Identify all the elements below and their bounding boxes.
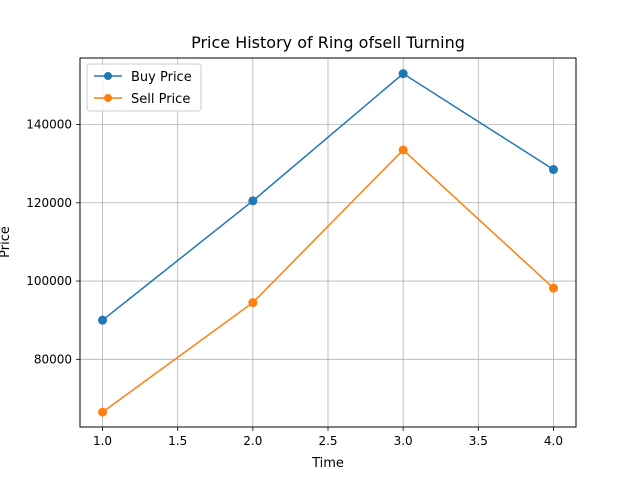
x-tick-label: 3.0 xyxy=(394,434,413,448)
y-axis-ticks: 80000 100000 120000 140000 xyxy=(26,118,80,366)
x-tick-label: 1.5 xyxy=(168,434,187,448)
x-tick-label: 3.5 xyxy=(469,434,488,448)
y-axis-label: Price xyxy=(0,226,13,258)
legend-label-sell-price: Sell Price xyxy=(131,92,190,107)
series-line-buy-price xyxy=(102,72,554,321)
data-point-buy-price xyxy=(398,69,408,79)
chart-title: Price History of Ring ofsell Turning xyxy=(191,33,465,52)
x-tick-label: 2.0 xyxy=(243,434,262,448)
legend-label-buy-price: Buy Price xyxy=(131,70,192,85)
data-point-sell-price xyxy=(98,407,108,417)
series-layer xyxy=(98,69,558,417)
legend-marker-buy-price xyxy=(104,72,112,80)
legend-entry-sell-price: Sell Price xyxy=(94,92,190,107)
legend-entry-buy-price: Buy Price xyxy=(94,70,192,85)
y-tick-label: 120000 xyxy=(26,196,72,210)
data-point-buy-price xyxy=(548,165,558,175)
data-point-buy-price xyxy=(248,196,258,206)
data-point-buy-price xyxy=(98,315,108,325)
data-point-sell-price xyxy=(548,283,558,293)
x-tick-label: 1.0 xyxy=(93,434,112,448)
x-tick-label: 4.0 xyxy=(544,434,563,448)
y-tick-label: 100000 xyxy=(26,274,72,288)
x-axis-label: Time xyxy=(311,456,344,471)
grid-lines xyxy=(80,58,576,427)
legend: Buy Price Sell Price xyxy=(86,63,202,112)
data-point-sell-price xyxy=(248,298,258,308)
legend-marker-sell-price xyxy=(104,94,112,102)
y-tick-label: 140000 xyxy=(26,118,72,132)
x-axis-ticks: 1.0 1.5 2.0 2.5 3.0 3.5 4.0 xyxy=(93,427,563,448)
y-tick-label: 80000 xyxy=(34,352,72,366)
data-point-sell-price xyxy=(398,145,408,155)
series-line-sell-price xyxy=(102,148,554,413)
x-tick-label: 2.5 xyxy=(318,434,337,448)
